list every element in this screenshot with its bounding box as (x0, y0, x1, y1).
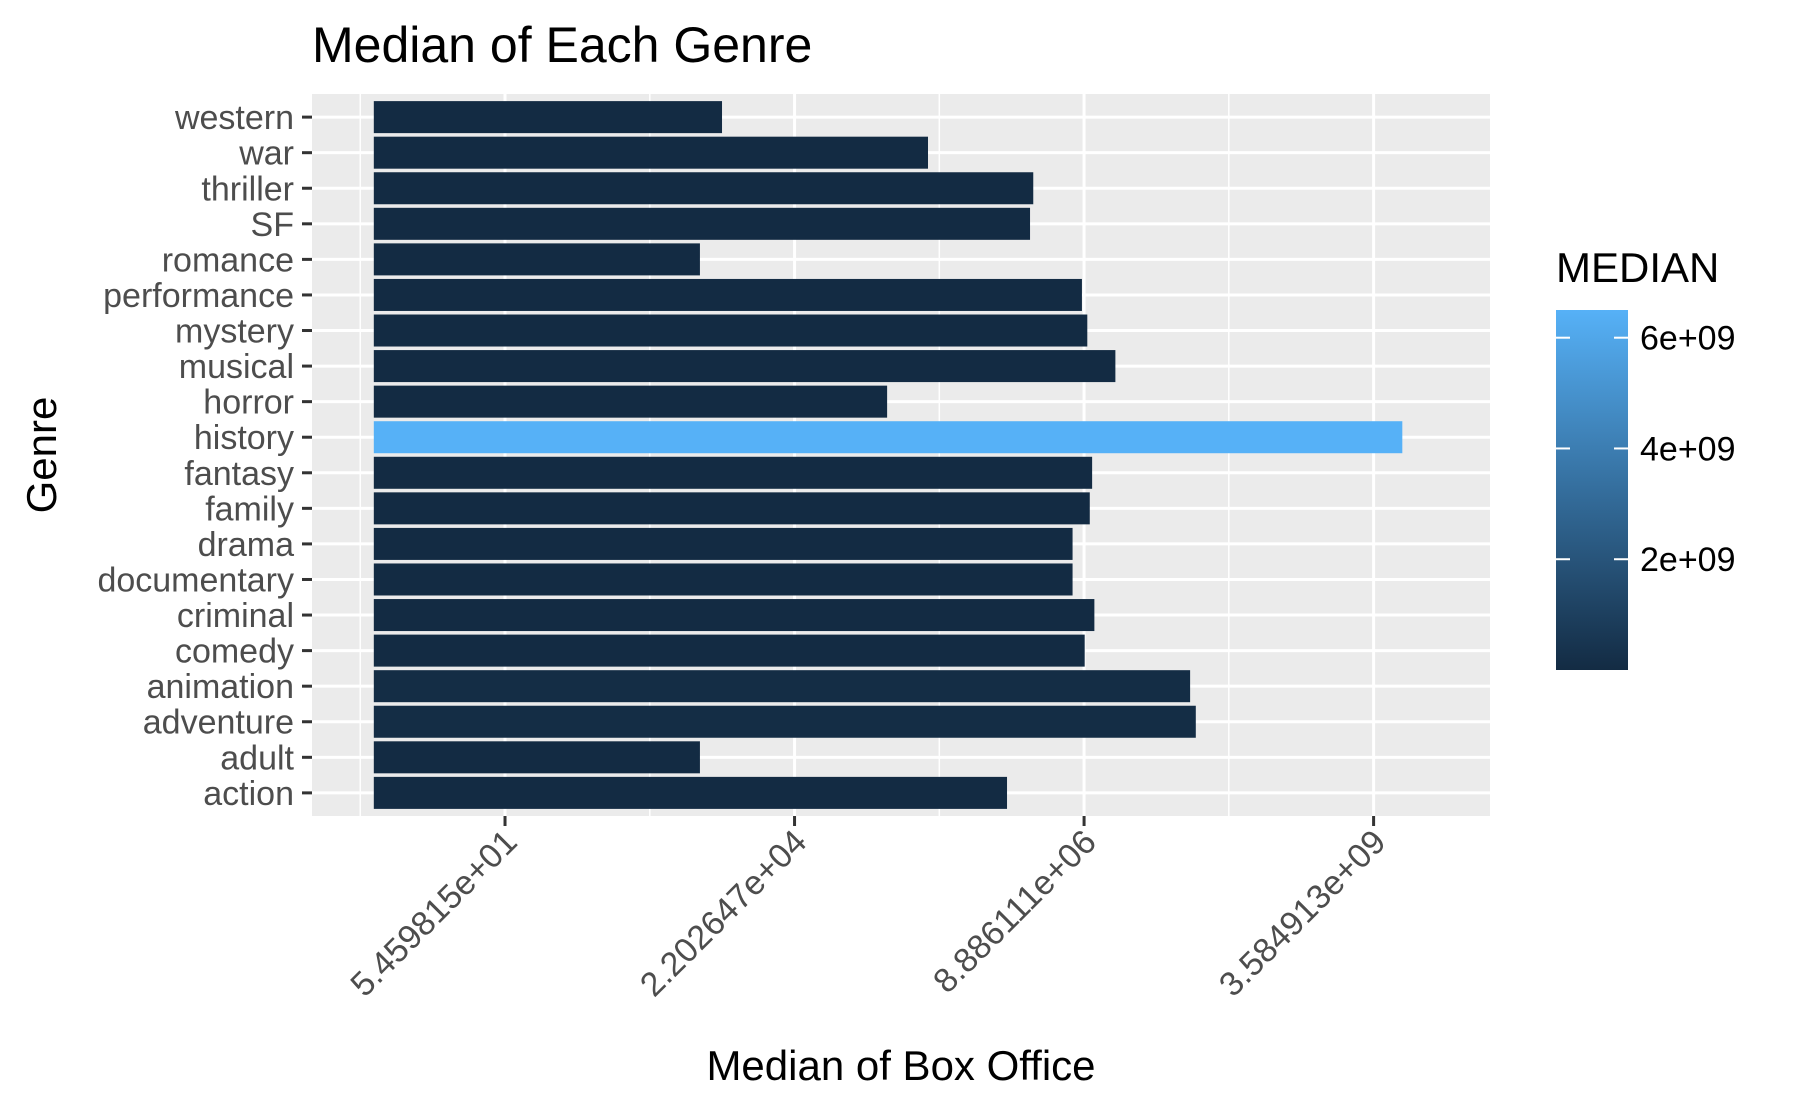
bar-adventure (373, 705, 1196, 738)
y-tick-label: performance (103, 277, 294, 315)
y-tick-label: romance (162, 241, 294, 279)
y-axis-title: Genre (18, 397, 65, 514)
x-axis: 5.459815e+01 2.202647e+04 8.886111e+06 3.58… (343, 816, 1393, 1004)
legend: MEDIAN 2e+09 4e+09 6e+09 (1556, 244, 1736, 670)
y-tick-label: criminal (177, 597, 294, 635)
bar-fantasy (373, 456, 1093, 489)
y-tick-label: animation (147, 668, 294, 706)
y-tick-label: documentary (97, 561, 294, 599)
x-tick-label: 3.584913e+09 (1212, 823, 1393, 1004)
y-tick-label: horror (203, 384, 294, 422)
bar-drama (373, 527, 1073, 560)
y-tick-label: war (238, 135, 294, 173)
y-axis: actionadultadventureanimationcomedycrimi… (97, 99, 312, 813)
bar-musical (373, 350, 1116, 383)
bar-mystery (373, 314, 1088, 347)
legend-break-label: 2e+09 (1640, 541, 1736, 579)
bar-documentary (373, 563, 1073, 596)
y-tick-label: family (205, 490, 294, 528)
bar-war (373, 136, 929, 169)
y-tick-label: action (203, 775, 294, 813)
bar-criminal (373, 599, 1095, 632)
bar-thriller (373, 172, 1034, 205)
bar-horror (373, 385, 888, 418)
bar-performance (373, 278, 1082, 311)
bars (373, 101, 1403, 809)
legend-break-label: 6e+09 (1640, 320, 1736, 358)
bar-animation (373, 670, 1191, 703)
legend-ticks: 2e+09 4e+09 6e+09 (1556, 320, 1736, 579)
bar-history (373, 421, 1403, 454)
y-tick-label: fantasy (184, 455, 294, 493)
x-tick-label: 2.202647e+04 (633, 823, 814, 1004)
y-tick-label: mystery (175, 313, 294, 351)
bar-family (373, 492, 1090, 525)
legend-break-label: 4e+09 (1640, 430, 1736, 468)
y-tick-label: western (174, 99, 294, 137)
x-tick-label: 8.886111e+06 (926, 823, 1104, 1001)
bar-romance (373, 243, 700, 276)
x-axis-title: Median of Box Office (706, 1042, 1095, 1089)
y-tick-label: adventure (143, 704, 294, 742)
y-tick-label: SF (251, 206, 294, 244)
x-tick-label: 5.459815e+01 (343, 823, 524, 1004)
bar-comedy (373, 634, 1085, 667)
legend-color-bar (1556, 310, 1628, 670)
bar-SF (373, 207, 1031, 240)
y-tick-label: comedy (175, 633, 294, 671)
chart-title: Median of Each Genre (312, 17, 812, 73)
y-tick-label: history (194, 419, 294, 457)
y-tick-label: adult (220, 739, 294, 777)
y-tick-label: thriller (201, 170, 294, 208)
bar-western (373, 101, 723, 134)
y-tick-label: drama (198, 526, 294, 564)
bar-action (373, 776, 1008, 809)
bar-adult (373, 741, 700, 774)
y-tick-label: musical (179, 348, 294, 386)
legend-title: MEDIAN (1556, 244, 1719, 291)
